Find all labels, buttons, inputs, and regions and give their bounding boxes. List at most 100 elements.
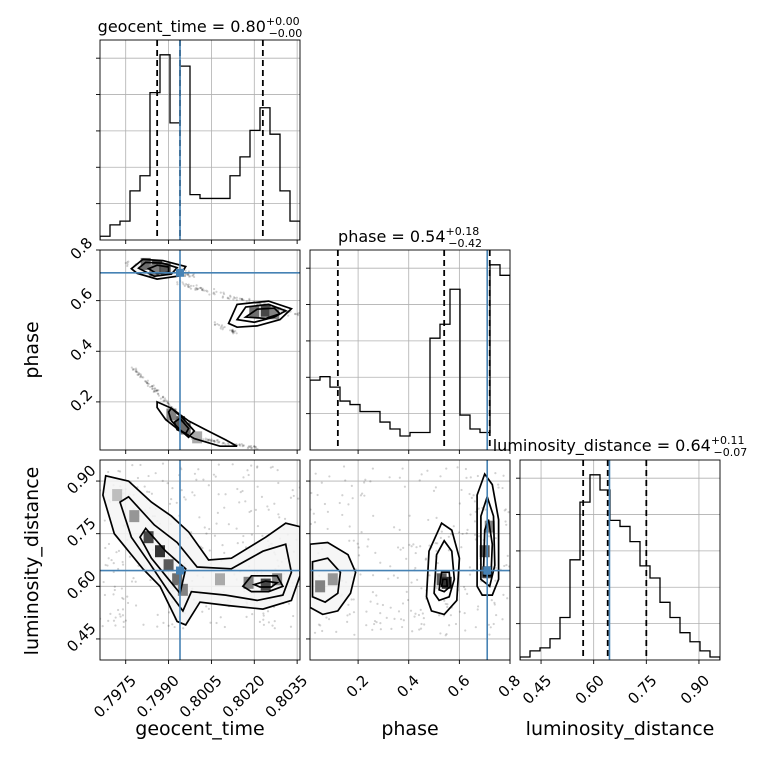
- sample-point: [241, 298, 244, 302]
- sample-point: [385, 616, 388, 620]
- sample-point: [132, 576, 135, 580]
- sample-point: [156, 389, 159, 392]
- sample-point: [216, 439, 219, 442]
- sample-point: [215, 290, 218, 293]
- sample-point: [161, 462, 165, 465]
- sample-point: [193, 494, 196, 497]
- sample-point: [205, 289, 208, 292]
- contour-line: [482, 519, 494, 577]
- sample-point: [250, 509, 253, 513]
- sample-point: [134, 580, 137, 583]
- sample-point: [460, 488, 463, 492]
- sample-point: [161, 396, 164, 399]
- sample-point: [494, 537, 497, 540]
- sample-point: [183, 274, 187, 278]
- sample-point: [192, 284, 195, 288]
- ylabel-phase: phase: [21, 321, 43, 378]
- sample-point: [401, 467, 404, 470]
- sample-point: [155, 389, 158, 392]
- sample-point: [126, 595, 129, 598]
- sample-point: [223, 506, 226, 509]
- sample-point: [289, 496, 293, 499]
- sample-point: [107, 470, 110, 474]
- sample-point: [131, 368, 135, 371]
- sample-point: [107, 542, 111, 546]
- sample-point: [222, 326, 225, 329]
- sample-point: [497, 483, 500, 486]
- sample-point: [112, 619, 116, 622]
- sample-point: [233, 297, 237, 300]
- sample-point: [242, 476, 245, 479]
- sample-point: [156, 392, 159, 395]
- sample-point: [310, 522, 313, 526]
- contour-line: [241, 574, 285, 593]
- sample-point: [241, 445, 244, 448]
- sample-point: [234, 330, 237, 333]
- ylabel-luminosity-distance: luminosity_distance: [21, 467, 43, 656]
- sample-point: [133, 368, 136, 371]
- sample-point: [199, 286, 203, 290]
- sample-point: [371, 467, 374, 470]
- sample-point: [187, 285, 190, 288]
- sample-point: [162, 399, 165, 402]
- sample-point: [424, 557, 428, 560]
- sample-point: [228, 297, 231, 300]
- sample-point: [463, 612, 466, 615]
- sample-point: [449, 614, 452, 617]
- sample-point: [196, 287, 199, 290]
- sample-point: [221, 442, 224, 445]
- sample-point: [107, 619, 110, 622]
- sample-point: [183, 496, 186, 499]
- sample-point: [231, 331, 234, 334]
- sample-point: [402, 546, 405, 549]
- xtick-label: 0.7990: [133, 672, 183, 722]
- sample-point: [239, 491, 242, 494]
- sample-point: [146, 382, 149, 385]
- sample-point: [194, 288, 197, 291]
- truth-marker: [176, 268, 184, 277]
- sample-point: [153, 387, 156, 390]
- sample-point: [203, 289, 206, 292]
- sample-point: [236, 487, 239, 491]
- sample-point: [207, 607, 210, 610]
- sample-point: [465, 476, 468, 479]
- sample-point: [326, 510, 330, 513]
- sample-point: [256, 485, 259, 488]
- sample-point: [212, 291, 216, 294]
- sample-point: [137, 373, 140, 376]
- sample-point: [271, 465, 274, 468]
- sample-point: [415, 546, 418, 549]
- sample-point: [472, 494, 475, 497]
- sample-point: [196, 287, 200, 291]
- sample-point: [446, 603, 449, 606]
- sample-point: [287, 314, 290, 317]
- sample-point: [250, 446, 253, 449]
- sample-point: [277, 481, 280, 485]
- sample-point: [122, 625, 125, 629]
- grid: [100, 249, 300, 450]
- sample-point: [240, 297, 244, 300]
- density-cell: [215, 573, 225, 586]
- sample-point: [155, 389, 158, 392]
- density-cell: [163, 559, 174, 572]
- sample-point: [348, 525, 351, 528]
- sample-point: [187, 285, 190, 288]
- sample-point: [346, 620, 349, 623]
- contour-line: [480, 494, 496, 588]
- sample-point: [166, 482, 169, 485]
- sample-point: [248, 510, 251, 514]
- sample-point: [139, 373, 142, 376]
- sample-point: [203, 526, 206, 529]
- sample-point: [241, 541, 245, 544]
- sample-point: [217, 441, 221, 444]
- sample-point: [476, 605, 480, 608]
- sample-point: [418, 479, 421, 482]
- sample-point: [134, 370, 137, 373]
- sample-point: [187, 273, 190, 276]
- sample-point: [250, 447, 253, 450]
- sample-point: [166, 401, 170, 405]
- sample-point: [150, 492, 153, 495]
- sample-point: [139, 376, 142, 379]
- sample-point: [454, 622, 458, 626]
- sample-point: [216, 441, 219, 444]
